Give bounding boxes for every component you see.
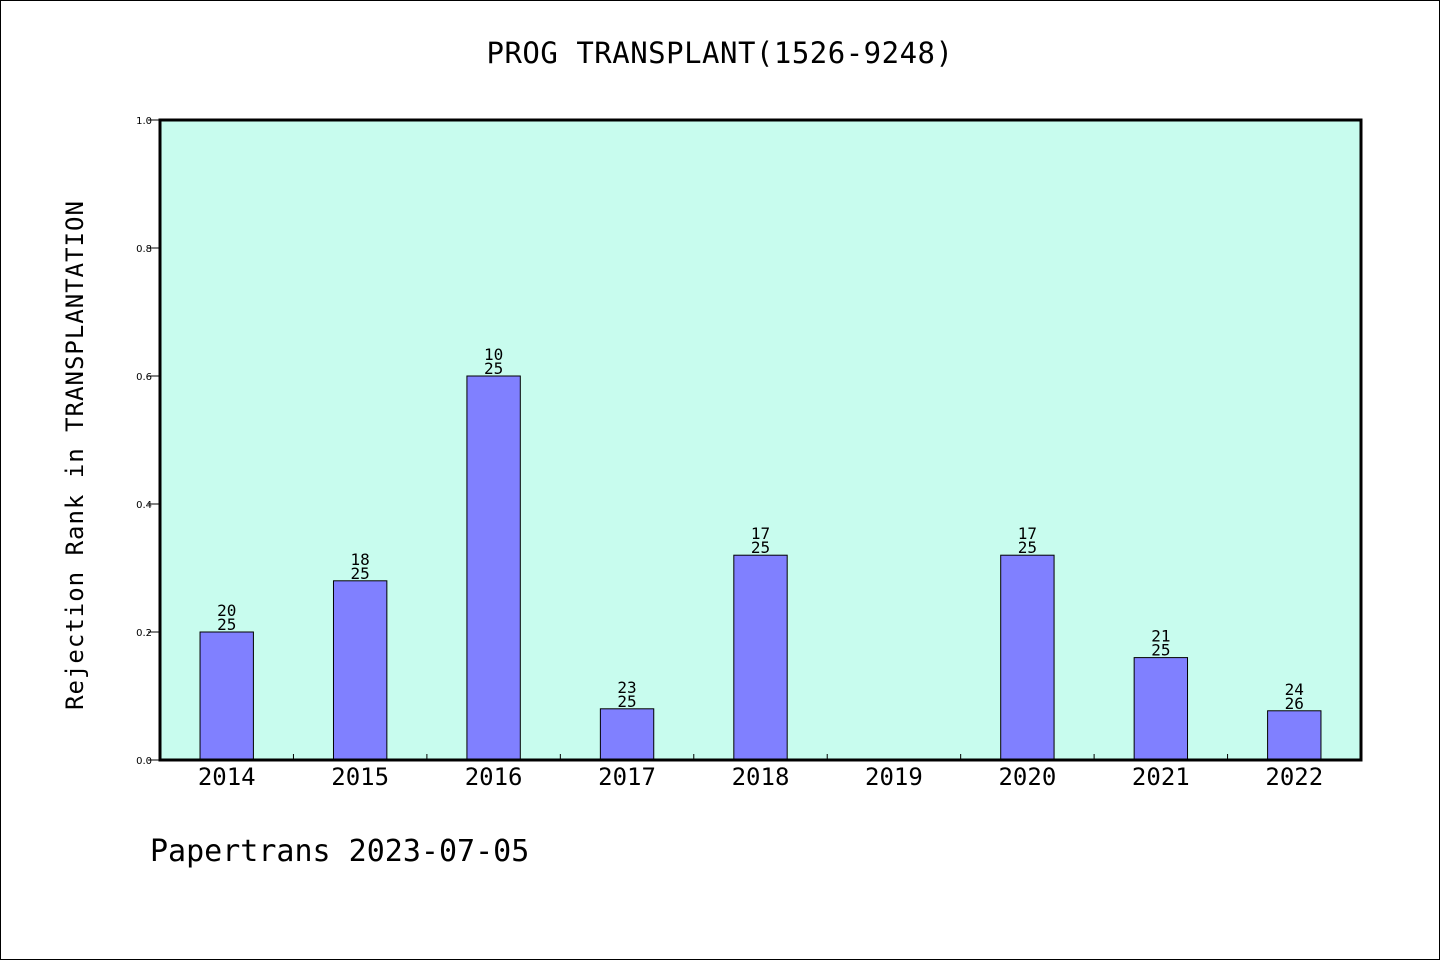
bar-label-numerator: 10 [484,345,503,364]
y-tick-label: 0.0 [136,756,152,767]
x-tick-label: 2018 [732,763,790,791]
bar-label-numerator: 21 [1151,627,1170,646]
bar-label-denominator: 25 [217,615,236,634]
y-tick-label: 0.6 [136,372,152,383]
bar-label-numerator: 18 [351,550,370,569]
plot-border [158,118,1363,762]
y-tick-label: 0.2 [136,628,152,639]
bars-layer [199,375,1322,761]
x-tick-label: 2019 [865,763,923,791]
bar-label-denominator: 25 [484,359,503,378]
x-axis-ticks: 2014 2015 2016 2017 2018 2019 2020 2021 2022 [198,754,1323,791]
x-tick-label: 2017 [598,763,656,791]
bar-label-numerator: 24 [1285,680,1304,699]
bar-label-denominator: 25 [1018,538,1037,557]
bar [1267,710,1322,761]
bar [599,708,655,761]
bar-label-denominator: 25 [751,538,770,557]
x-tick-label: 2021 [1132,763,1190,791]
bar-label-numerator: 17 [1018,524,1037,543]
bar-label-numerator: 20 [217,601,236,620]
bar-label-denominator: 25 [351,564,370,583]
x-tick-label: 2020 [998,763,1056,791]
bar [1000,554,1055,761]
bar-label-denominator: 26 [1285,694,1304,713]
x-tick-label: 2014 [198,763,256,791]
x-tick-label: 2022 [1265,763,1323,791]
bar-label-numerator: 17 [751,524,770,543]
chart-title: PROG TRANSPLANT(1526-9248) [486,36,954,70]
bar [1133,657,1189,761]
bar [199,631,254,761]
bar-label-denominator: 25 [1151,641,1170,660]
bar [466,375,521,761]
footer-note: Papertrans 2023-07-05 [150,834,530,869]
bar-label-denominator: 25 [617,692,636,711]
y-tick-label: 1.0 [136,116,152,127]
y-tick-label: 0.8 [136,244,152,255]
x-tick-label: 2015 [331,763,389,791]
x-tick-label: 2016 [465,763,523,791]
y-axis-ticks: 0.0 0.2 0.4 0.6 0.8 1.0 [136,116,160,767]
bar-label-numerator: 23 [617,678,636,697]
bar [733,554,788,761]
bar [332,580,388,761]
y-tick-label: 0.4 [136,500,152,511]
